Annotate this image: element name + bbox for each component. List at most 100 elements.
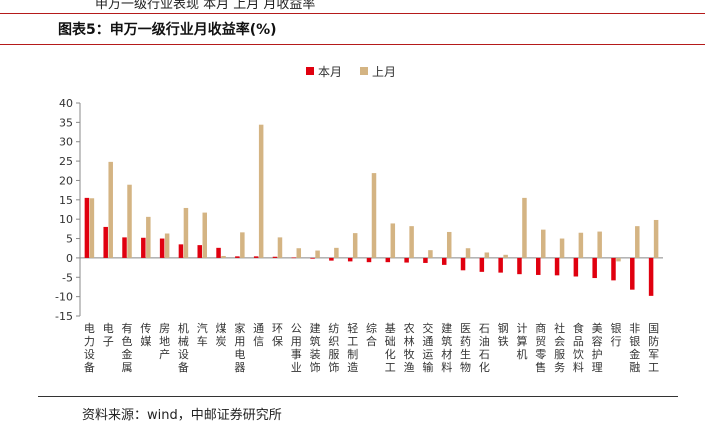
x-tick-label: 美容护理: [592, 322, 603, 374]
x-tick-label: 交通运输: [422, 321, 433, 374]
bar-current: [648, 257, 654, 296]
x-tick-label: 国防军工: [648, 322, 659, 374]
bar-current: [611, 257, 616, 281]
bar-previous: [89, 198, 95, 258]
y-axis: 40 35 30 25 20 15 10 5 0 -5 -10 -15: [55, 97, 663, 323]
bar-current: [366, 257, 372, 263]
bar-current: [404, 257, 409, 263]
figure-title: 图表5：申万一级行业月收益率(%): [58, 22, 277, 38]
y-tick-label: -5: [62, 271, 73, 284]
legend-swatch: [360, 67, 368, 75]
legend-label: 本月: [318, 65, 342, 79]
x-tick-label: 公用事业: [291, 322, 302, 374]
bar-previous: [127, 184, 132, 258]
bar-current: [423, 257, 428, 263]
bar-chart: 本月 上月 40 35 30 25 20 15 10 5 0 -5 -10 -15 电力设备电子有色金属…: [55, 65, 663, 374]
bar-current: [178, 244, 184, 258]
x-tick-label: 综合: [366, 321, 377, 348]
bar-current: [84, 197, 90, 258]
bar-previous: [446, 231, 452, 258]
x-tick-label: 电力设备: [84, 322, 95, 374]
x-tick-label: 家用电器: [234, 321, 245, 374]
bar-previous: [409, 226, 414, 258]
bars: [84, 124, 659, 296]
x-tick-label: 钢铁: [498, 322, 509, 348]
bar-current: [479, 257, 485, 272]
x-tick-label: 煤炭: [216, 322, 227, 348]
y-tick-label: 35: [59, 116, 73, 129]
bar-previous: [146, 216, 151, 258]
legend-label: 上月: [372, 65, 396, 79]
bar-previous: [541, 229, 546, 258]
bar-previous: [503, 254, 508, 258]
legend-swatch: [306, 67, 314, 75]
bar-previous: [428, 250, 433, 258]
source-divider: [38, 396, 678, 397]
bar-previous: [240, 232, 245, 258]
bar-previous: [221, 255, 226, 258]
x-tick-label: 基础化工: [385, 322, 396, 374]
bar-previous: [164, 233, 170, 258]
bar-previous: [465, 248, 471, 258]
x-tick-label: 有色金属: [122, 321, 133, 374]
bar-current: [385, 257, 391, 263]
x-tick-label: 机械设备: [178, 321, 189, 374]
y-tick-label: 10: [59, 213, 73, 226]
bar-previous: [390, 223, 396, 258]
source-note: 资料来源：wind，中邮证券研究所: [82, 408, 282, 423]
x-tick-label: 房地产: [159, 322, 170, 361]
bar-current: [460, 257, 466, 271]
bar-previous: [315, 250, 320, 258]
bar-current: [253, 256, 259, 258]
bar-current: [536, 257, 541, 275]
y-tick-label: 0: [66, 252, 73, 265]
bar-current: [329, 257, 334, 261]
bar-previous: [334, 247, 339, 258]
bar-previous: [202, 212, 207, 258]
y-tick-label: 20: [59, 174, 73, 187]
x-tick-label: 环保: [272, 322, 283, 348]
x-tick-label: 农林牧渔: [404, 321, 415, 374]
y-tick-label: 5: [66, 233, 73, 246]
bar-previous: [371, 173, 377, 258]
x-tick-label: 轻工制造: [347, 321, 358, 374]
bar-current: [441, 257, 447, 265]
bar-current: [216, 247, 221, 258]
bar-current: [310, 257, 315, 259]
y-tick-label: -10: [55, 291, 73, 304]
x-tick-label: 汽车: [197, 321, 208, 348]
bar-previous: [108, 161, 113, 258]
bar-current: [103, 226, 108, 258]
figure-title-bar: 图表5：申万一级行业月收益率(%): [0, 13, 705, 45]
bar-current: [291, 257, 297, 259]
bar-current: [630, 257, 635, 290]
x-tick-label: 食品饮料: [573, 321, 584, 374]
x-tick-label: 建筑材料: [441, 321, 452, 374]
chart-legend: 本月 上月: [306, 65, 396, 79]
bar-previous: [616, 257, 621, 262]
bar-current: [498, 257, 503, 273]
bar-previous: [559, 238, 565, 258]
bar-previous: [484, 252, 490, 258]
bar-previous: [296, 248, 302, 258]
y-tick-label: -15: [55, 310, 73, 323]
clipped-header-text: 申万一级行业表现 本月 上月 月收益率: [95, 0, 316, 10]
x-tick-label: 纺织服饰: [328, 321, 339, 374]
x-tick-label: 医药生物: [460, 322, 471, 374]
bar-previous: [183, 207, 189, 258]
bar-current: [592, 257, 597, 279]
x-tick-label: 社会服务: [554, 321, 565, 374]
x-axis-labels: 电力设备电子有色金属传媒房地产机械设备汽车煤炭家用电器通信环保公用事业建筑装饰纺…: [84, 321, 659, 374]
x-tick-label: 石油石化: [479, 322, 490, 374]
bar-previous: [522, 197, 527, 258]
x-tick-label: 计算机: [516, 322, 527, 361]
bar-current: [272, 256, 278, 258]
bar-previous: [635, 226, 640, 258]
x-tick-label: 商贸零售: [535, 321, 546, 374]
x-tick-label: 银行: [610, 321, 621, 348]
x-tick-label: 电子: [103, 322, 114, 348]
y-tick-label: 15: [59, 194, 73, 207]
y-tick-label: 40: [59, 97, 73, 110]
bar-previous: [653, 219, 659, 258]
x-tick-label: 通信: [253, 322, 264, 348]
